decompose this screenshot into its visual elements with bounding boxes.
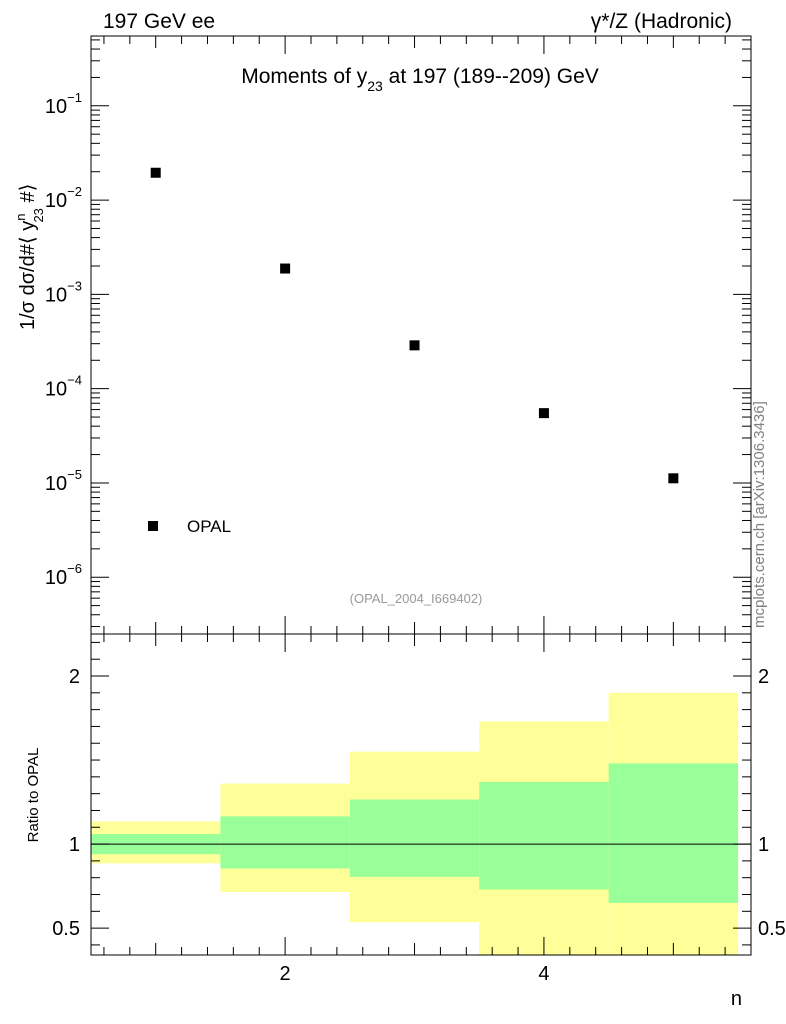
legend-label-opal: OPAL bbox=[187, 517, 231, 536]
main-title: Moments of y23 at 197 (189--209) GeV bbox=[241, 65, 599, 94]
analysis-annotation: (OPAL_2004_I669402) bbox=[350, 591, 483, 606]
data-point-opal-n3 bbox=[409, 340, 420, 351]
main-y-tick-label: 10−1 bbox=[45, 90, 82, 118]
data-point-opal-n2 bbox=[280, 263, 291, 274]
main-y-tick-mantissa: 10 bbox=[45, 567, 67, 589]
main-y-tick-exponent: −3 bbox=[67, 278, 82, 293]
legend: OPAL bbox=[148, 517, 231, 536]
ratio-inner-band-bin-5 bbox=[608, 763, 739, 903]
main-panel: 10−110−210−310−410−510−6 Moments of y23 … bbox=[13, 35, 752, 635]
ratio-panel: 0.5 0.5 1 1 2 2 2 4 Ratio to OPAL n bbox=[25, 633, 786, 1010]
data-point-opal-n5 bbox=[668, 473, 679, 484]
main-y-tick-mantissa: 10 bbox=[45, 96, 67, 118]
ratio-inner-band-bin-4 bbox=[479, 781, 609, 890]
ratio-y-tick-label-right: 1 bbox=[758, 834, 769, 856]
main-y-tick-label: 10−2 bbox=[45, 184, 82, 212]
main-y-tick-mantissa: 10 bbox=[45, 473, 67, 495]
ratio-inner-band-bin-2 bbox=[220, 816, 350, 869]
main-y-tick-exponent: −2 bbox=[67, 184, 82, 199]
ratio-y-tick-label-left: 1 bbox=[69, 834, 80, 856]
main-y-tick-label: 10−4 bbox=[45, 373, 82, 401]
x-tick-label: 2 bbox=[280, 963, 291, 985]
main-frame bbox=[90, 35, 752, 635]
main-y-tick-label: 10−6 bbox=[45, 561, 82, 589]
x-axis-label: n bbox=[731, 988, 742, 1010]
main-y-tick-label: 10−3 bbox=[45, 278, 82, 306]
main-y-tick-mantissa: 10 bbox=[45, 190, 67, 212]
ratio-y-tick-label-left: 2 bbox=[69, 666, 80, 688]
data-point-opal-n1 bbox=[150, 167, 161, 178]
main-y-tick-label: 10−5 bbox=[45, 467, 82, 495]
x-tick-label: 4 bbox=[538, 963, 549, 985]
ratio-y-tick-label-right: 2 bbox=[758, 666, 769, 688]
watermark-label: mcplots.cern.ch [arXiv:1306.3436] bbox=[751, 401, 768, 628]
main-y-tick-mantissa: 10 bbox=[45, 284, 67, 306]
data-point-opal-n4 bbox=[538, 408, 549, 419]
legend-marker-opal bbox=[148, 521, 158, 531]
ratio-frame bbox=[90, 633, 752, 956]
main-y-tick-exponent: −4 bbox=[67, 373, 82, 388]
main-y-tick-mantissa: 10 bbox=[45, 379, 67, 401]
ratio-y-tick-label-right: 0.5 bbox=[758, 918, 786, 940]
main-y-tick-exponent: −6 bbox=[67, 561, 82, 576]
main-y-tick-exponent: −1 bbox=[67, 90, 82, 105]
main-y-tick-exponent: −5 bbox=[67, 467, 82, 482]
ratio-inner-band-bin-3 bbox=[349, 799, 480, 877]
ratio-y-axis-label: Ratio to OPAL bbox=[25, 748, 42, 843]
header-left-label: 197 GeV ee bbox=[103, 10, 215, 33]
main-y-axis-label: 1/σ dσ/d#⟨ yn 23 #⟩ bbox=[13, 184, 46, 330]
ratio-y-tick-label-left: 0.5 bbox=[52, 918, 80, 940]
header-right-label: γ*/Z (Hadronic) bbox=[591, 10, 732, 33]
